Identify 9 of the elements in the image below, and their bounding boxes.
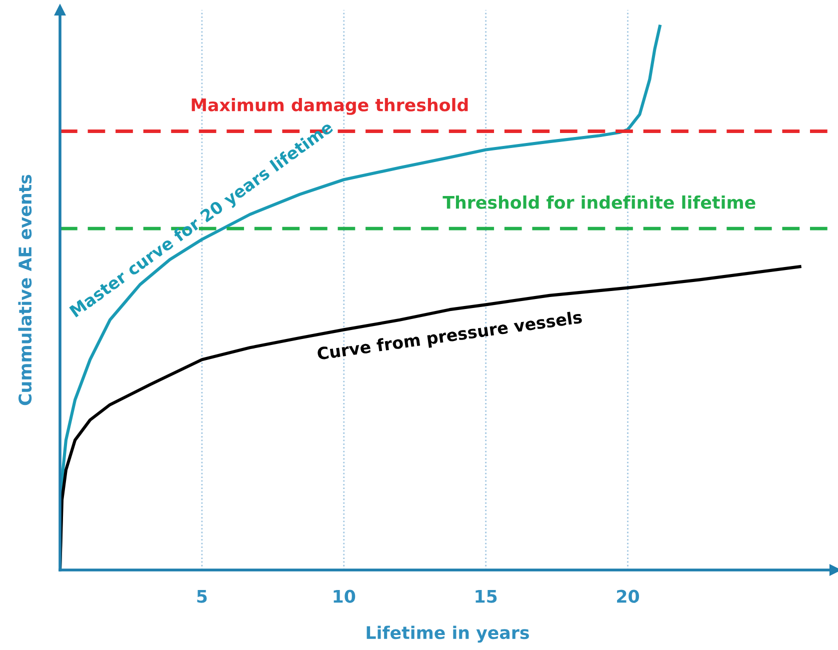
ref-line-label: Maximum damage threshold bbox=[192, 98, 468, 115]
x-tick-label: 5 bbox=[197, 590, 207, 603]
ref-line-label: Threshold for indefinite lifetime bbox=[442, 195, 756, 209]
text: Curve from pressure vessels bbox=[316, 310, 583, 364]
x-tick-label: 20 bbox=[617, 590, 640, 603]
x-tick-label: 15 bbox=[476, 590, 497, 603]
y-axis-title: Cummulative AE events bbox=[18, 174, 32, 406]
x-tick-label: 10 bbox=[334, 590, 356, 603]
x-axis-title: Lifetime in years bbox=[366, 626, 529, 643]
